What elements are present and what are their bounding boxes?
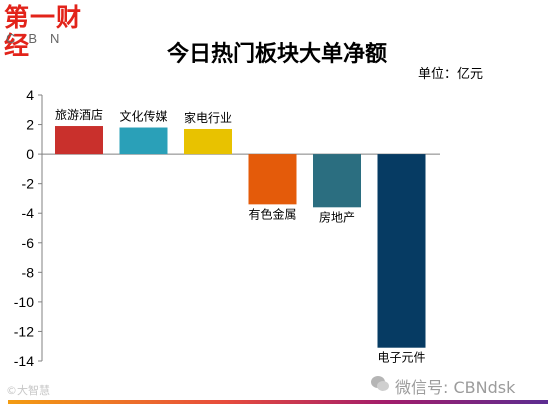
bar xyxy=(119,127,168,155)
bar-category-label: 旅游酒店 xyxy=(55,108,103,122)
y-tick-label: 0 xyxy=(26,146,34,162)
y-tick-label: -2 xyxy=(22,176,35,192)
watermark-wechat: 微信号: CBNdsk xyxy=(395,378,516,397)
bar-category-label: 有色金属 xyxy=(248,206,296,221)
y-tick-label: -10 xyxy=(14,294,34,310)
y-tick-label: 2 xyxy=(26,117,34,133)
chart-axes xyxy=(38,94,440,362)
bar-category-label: 文化传媒 xyxy=(119,109,167,124)
watermark-source: ©大智慧 xyxy=(6,384,50,397)
bar xyxy=(377,154,426,348)
y-tick-label: -12 xyxy=(14,323,34,339)
y-tick-label: -14 xyxy=(14,353,34,369)
chart-title: 今日热门板块大单净额 xyxy=(166,41,387,67)
bar xyxy=(184,128,232,155)
logo-sub-text: CBN xyxy=(6,31,73,46)
bar-category-label: 家电行业 xyxy=(184,110,232,125)
y-tick-labels: 4 2 0 -2 -4 -6 -8 -10 -12 -14 xyxy=(14,87,34,369)
y-tick-label: -4 xyxy=(22,205,35,221)
logo-text: 第一财经 xyxy=(4,3,83,60)
cbn-logo: 第一财经 CBN xyxy=(4,4,104,60)
footer-gradient-line xyxy=(8,400,548,404)
wechat-icon xyxy=(371,376,389,391)
bar-category-label: 房地产 xyxy=(319,209,355,224)
bar xyxy=(248,154,297,205)
bar xyxy=(55,126,103,155)
unit-label: 单位：亿元 xyxy=(418,67,484,82)
y-tick-label: -8 xyxy=(22,264,35,280)
bars xyxy=(55,126,426,348)
bar xyxy=(313,154,361,208)
y-tick-label: 4 xyxy=(26,87,34,103)
y-tick-label: -6 xyxy=(22,235,35,251)
bar-category-label: 电子元件 xyxy=(377,351,425,365)
